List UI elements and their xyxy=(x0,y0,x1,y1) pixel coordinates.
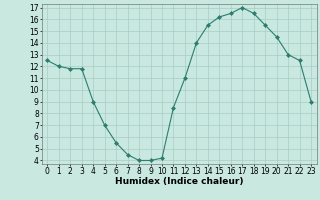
X-axis label: Humidex (Indice chaleur): Humidex (Indice chaleur) xyxy=(115,177,244,186)
